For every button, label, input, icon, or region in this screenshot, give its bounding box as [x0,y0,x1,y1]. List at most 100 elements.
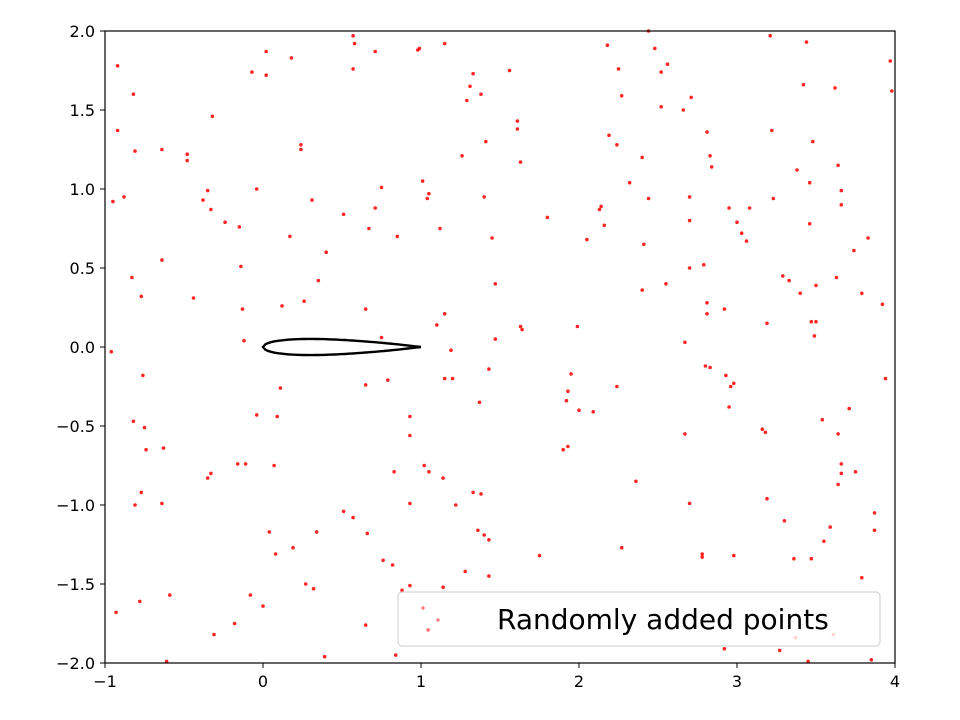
y-tick-label: −2.0 [56,654,95,673]
scatter-point [482,195,487,199]
scatter-point [205,188,210,193]
scatter-point [351,33,355,38]
scatter-point [139,490,144,495]
scatter-point [160,501,164,506]
scatter-point [839,188,844,193]
scatter-point [545,215,550,220]
scatter-point [133,149,137,153]
scatter-point [811,139,815,144]
scatter-point [240,307,245,311]
scatter-point [235,462,240,466]
scatter-point [487,574,491,578]
scatter-point [400,588,404,593]
scatter-point [223,220,227,224]
scatter-point [599,204,603,209]
scatter-point [747,206,752,210]
scatter-point [310,198,314,202]
scatter-point [683,432,687,436]
scatter-point [739,231,744,235]
scatter-point [449,348,453,353]
scatter-point [161,446,166,450]
scatter-point [454,503,458,507]
scatter-point [615,384,619,389]
legend-marker [421,606,425,610]
scatter-point [687,218,692,223]
scatter-point [872,528,877,533]
y-tick-label: −1.5 [56,575,95,594]
scatter-point [212,632,216,637]
scatter-point [640,155,644,160]
scatter-point [490,236,494,240]
scatter-point [607,133,611,138]
scatter-point [130,275,134,280]
scatter-point [139,294,144,299]
scatter-point [479,492,483,496]
scatter-point [160,258,164,262]
scatter-point [732,381,736,386]
scatter-point [438,226,442,231]
scatter-point [807,180,812,185]
y-tick-label: 0.5 [70,259,95,278]
scatter-point [770,128,774,133]
x-axis: −1 0 1 2 3 4 [93,663,900,691]
scatter-point [822,539,826,544]
legend-box [397,591,881,647]
scatter-point [687,195,692,199]
scatter-point [442,376,447,381]
scatter-point [890,89,894,93]
scatter-point [379,185,384,190]
scatter-point [728,384,733,389]
scatter-point [722,307,727,311]
scatter-point [744,239,749,243]
scatter-point [727,206,731,210]
scatter-point [386,378,390,383]
scatter-point [787,278,791,283]
scatter-point [352,41,357,46]
scatter-point [442,41,447,46]
scatter-point [450,376,455,381]
scatter-point [261,604,265,608]
scatter-point [493,337,498,341]
scatter-point [847,406,851,411]
scatter-point [463,569,468,574]
x-tick-label: 0 [258,672,268,691]
scatter-point [806,659,810,664]
scatter-point [537,553,542,558]
scatter-point [441,476,445,480]
scatter-point [465,98,469,103]
scatter-point [515,119,520,123]
scatter-point [687,501,692,506]
scatter-point [351,515,355,520]
scatter-point [115,64,120,68]
scatter-point [109,349,114,354]
scatter-point [479,92,483,96]
scatter-point [435,323,439,327]
scatter-point [393,653,398,657]
scatter-point [476,528,480,533]
scatter-point [141,373,145,378]
scatter-point [278,386,283,390]
scatter-point [209,471,213,476]
scatter-point [237,225,242,229]
scatter-point [267,530,272,534]
scatter-point [836,163,840,168]
scatter-point [605,43,610,47]
x-tick-label: 3 [732,672,742,691]
scatter-point [142,425,147,430]
scatter-point [520,327,524,332]
scatter-point [681,108,686,112]
y-tick-label: 0.0 [70,338,95,357]
scatter-point [477,400,482,405]
scatter-point [619,94,624,98]
scatter-point [507,68,512,73]
scatter-point [351,67,355,71]
scatter-point [765,496,769,501]
scatter-point [689,95,693,100]
scatter-point [828,525,832,529]
scatter-point [341,212,346,217]
scatter-point [254,187,259,191]
scatter-point [408,433,412,438]
scatter-point [866,236,870,240]
scatter-point [408,501,412,506]
scatter-point [798,291,802,296]
